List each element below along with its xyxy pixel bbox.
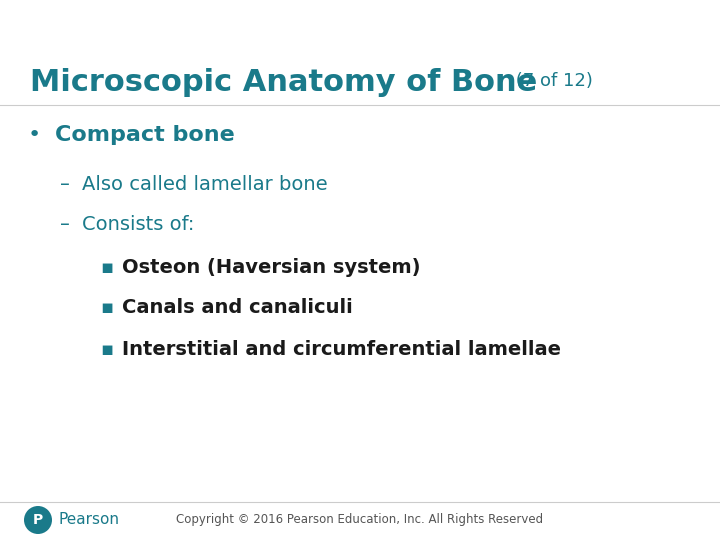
Text: Osteon (Haversian system): Osteon (Haversian system) — [122, 258, 420, 277]
Text: Consists of:: Consists of: — [82, 215, 194, 234]
Text: –: – — [60, 215, 70, 234]
Text: Copyright © 2016 Pearson Education, Inc. All Rights Reserved: Copyright © 2016 Pearson Education, Inc.… — [176, 514, 544, 526]
Text: Microscopic Anatomy of Bone: Microscopic Anatomy of Bone — [30, 68, 537, 97]
Text: –: – — [60, 175, 70, 194]
Circle shape — [24, 506, 52, 534]
Text: Canals and canaliculi: Canals and canaliculi — [122, 298, 353, 317]
Text: Interstitial and circumferential lamellae: Interstitial and circumferential lamella… — [122, 340, 561, 359]
Text: (7 of 12): (7 of 12) — [510, 72, 593, 90]
Text: ▪: ▪ — [100, 298, 113, 317]
Text: ▪: ▪ — [100, 258, 113, 277]
Text: Pearson: Pearson — [58, 512, 119, 528]
Text: Also called lamellar bone: Also called lamellar bone — [82, 175, 328, 194]
Text: P: P — [33, 513, 43, 527]
Text: •: • — [28, 125, 41, 145]
Text: Compact bone: Compact bone — [55, 125, 235, 145]
Text: ▪: ▪ — [100, 340, 113, 359]
